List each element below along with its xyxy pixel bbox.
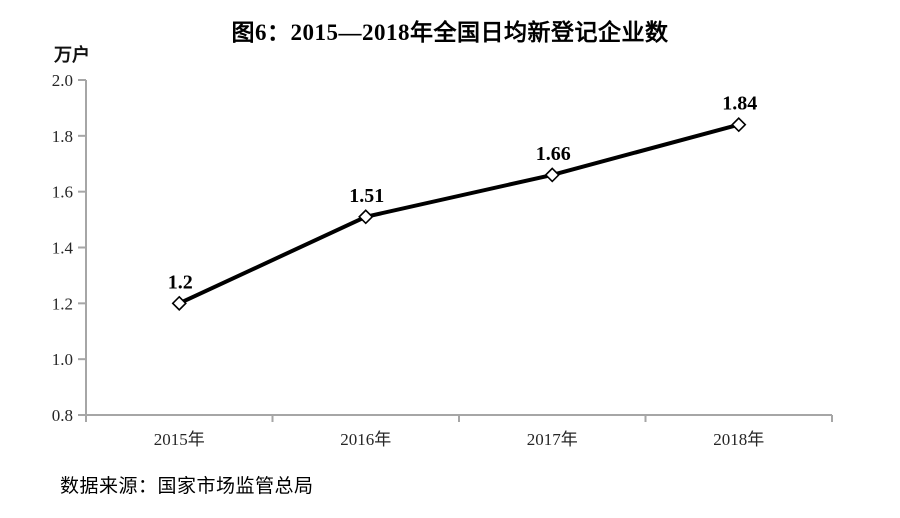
marker-diamond bbox=[171, 295, 187, 311]
x-tick-label: 2017年 bbox=[527, 430, 578, 449]
data-source-note: 数据来源：国家市场监管总局 bbox=[60, 476, 314, 497]
y-tick-label: 1.2 bbox=[52, 294, 73, 313]
marker-diamond bbox=[731, 117, 747, 133]
y-axis-unit-label: 万户 bbox=[54, 45, 90, 65]
y-tick-label: 1.8 bbox=[52, 127, 73, 146]
x-tick-label: 2016年 bbox=[340, 430, 391, 449]
series-line bbox=[177, 122, 741, 306]
x-tick-label: 2015年 bbox=[154, 430, 205, 449]
data-label: 1.84 bbox=[722, 93, 757, 115]
marker-diamond bbox=[544, 167, 560, 183]
marker-diamond bbox=[358, 209, 374, 225]
y-tick-label: 1.0 bbox=[52, 350, 73, 369]
data-label: 1.66 bbox=[536, 143, 571, 165]
y-tick-label: 1.6 bbox=[52, 183, 73, 202]
data-label: 1.2 bbox=[168, 271, 193, 293]
x-tick-label: 2018年 bbox=[713, 430, 764, 449]
y-tick-label: 2.0 bbox=[52, 71, 73, 90]
chart-title: 图6：2015—2018年全国日均新登记企业数 bbox=[231, 20, 669, 45]
y-tick-label: 1.4 bbox=[52, 239, 74, 258]
data-label: 1.51 bbox=[349, 185, 384, 207]
y-tick-label: 0.8 bbox=[52, 406, 73, 425]
